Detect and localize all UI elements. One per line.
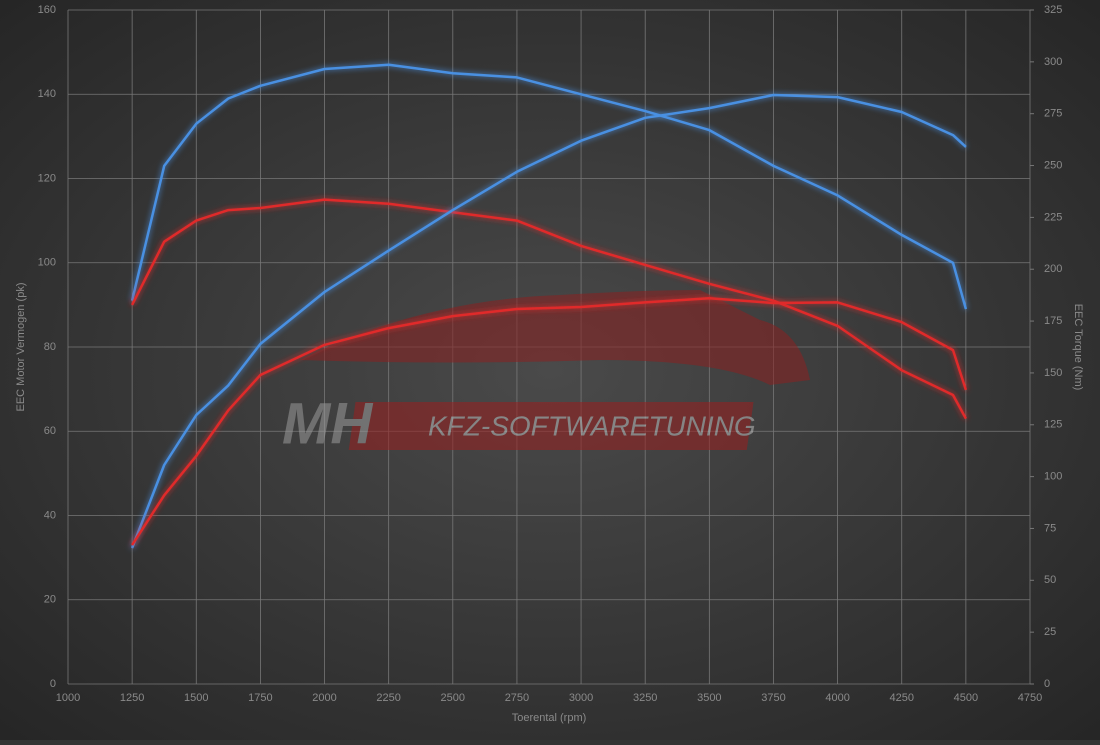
watermark-text: KFZ-SOFTWARETUNING <box>428 410 756 441</box>
x-tick-label: 2750 <box>505 692 529 704</box>
x-axis-label: Toerental (rpm) <box>512 712 587 724</box>
watermark-logo: MH <box>282 391 373 456</box>
y2-tick-label: 325 <box>1044 4 1062 16</box>
y2-tick-label: 200 <box>1044 263 1062 275</box>
watermark-band <box>348 402 754 450</box>
y-tick-label: 120 <box>38 172 56 184</box>
y-axis-label: EEC Motor Vermogen (pk) <box>15 283 27 412</box>
series-line <box>130 198 967 420</box>
series-line <box>130 93 967 549</box>
y2-tick-label: 300 <box>1044 56 1062 68</box>
y2-axis-label: EEC Torque (Nm) <box>1072 304 1084 391</box>
x-tick-label: 3500 <box>697 692 721 704</box>
series-line <box>131 297 968 546</box>
y2-tick-label: 125 <box>1044 419 1062 431</box>
y2-tick-label: 25 <box>1044 626 1056 638</box>
x-tick-label: 1000 <box>56 692 80 704</box>
watermark-car <box>300 290 810 385</box>
y2-tick-label: 100 <box>1044 471 1062 483</box>
y2-tick-label: 275 <box>1044 108 1062 120</box>
x-tick-label: 4250 <box>889 692 913 704</box>
x-tick-label: 1500 <box>184 692 208 704</box>
y2-tick-label: 50 <box>1044 574 1056 586</box>
x-tick-label: 2000 <box>312 692 336 704</box>
x-tick-label: 1250 <box>120 692 144 704</box>
plot <box>130 63 968 549</box>
y-tick-label: 160 <box>38 4 56 16</box>
x-tick-label: 4750 <box>1018 692 1042 704</box>
y2-tick-label: 250 <box>1044 159 1062 171</box>
x-tick-label: 3250 <box>633 692 657 704</box>
y-tick-label: 60 <box>44 425 56 437</box>
y2-tick-label: 175 <box>1044 315 1062 327</box>
y-tick-label: 40 <box>44 509 56 521</box>
y-tick-label: 100 <box>38 257 56 269</box>
watermark: MH KFZ-SOFTWARETUNING <box>282 290 810 456</box>
x-tick-label: 2500 <box>441 692 465 704</box>
x-tick-label: 2250 <box>376 692 400 704</box>
y2-tick-label: 0 <box>1044 678 1050 690</box>
x-tick-label: 1750 <box>248 692 272 704</box>
y-tick-label: 140 <box>38 88 56 100</box>
x-tick-label: 3750 <box>761 692 785 704</box>
y-tick-label: 80 <box>44 341 56 353</box>
y2-tick-label: 225 <box>1044 211 1062 223</box>
x-tick-label: 4000 <box>825 692 849 704</box>
x-tick-label: 4500 <box>954 692 978 704</box>
y2-tick-label: 150 <box>1044 367 1062 379</box>
y-tick-label: 20 <box>44 594 56 606</box>
series-line <box>130 63 968 310</box>
x-tick-label: 3000 <box>569 692 593 704</box>
y-tick-label: 0 <box>50 678 56 690</box>
y2-tick-label: 75 <box>1044 522 1056 534</box>
